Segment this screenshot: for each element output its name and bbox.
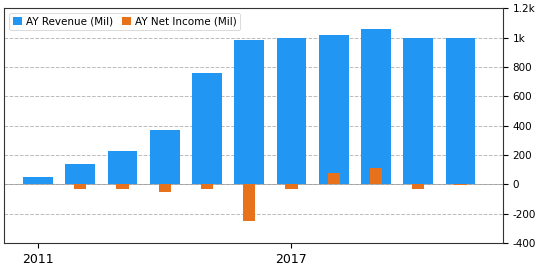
Bar	[192, 73, 222, 184]
Bar	[74, 184, 86, 189]
Bar	[276, 38, 306, 184]
Bar	[361, 29, 391, 184]
Bar	[107, 151, 137, 184]
Bar	[403, 38, 433, 184]
Bar	[370, 168, 382, 184]
Bar	[65, 164, 95, 184]
Bar	[116, 184, 129, 189]
Bar	[285, 184, 298, 189]
Bar	[201, 184, 213, 189]
Bar	[159, 184, 171, 192]
Bar	[454, 184, 467, 185]
Legend: AY Revenue (Mil), AY Net Income (Mil): AY Revenue (Mil), AY Net Income (Mil)	[9, 14, 240, 30]
Bar	[412, 184, 424, 189]
Bar	[234, 40, 264, 184]
Bar	[319, 35, 348, 184]
Bar	[446, 38, 475, 184]
Bar	[23, 177, 53, 184]
Bar	[150, 130, 179, 184]
Bar	[328, 173, 340, 184]
Bar	[243, 184, 255, 221]
